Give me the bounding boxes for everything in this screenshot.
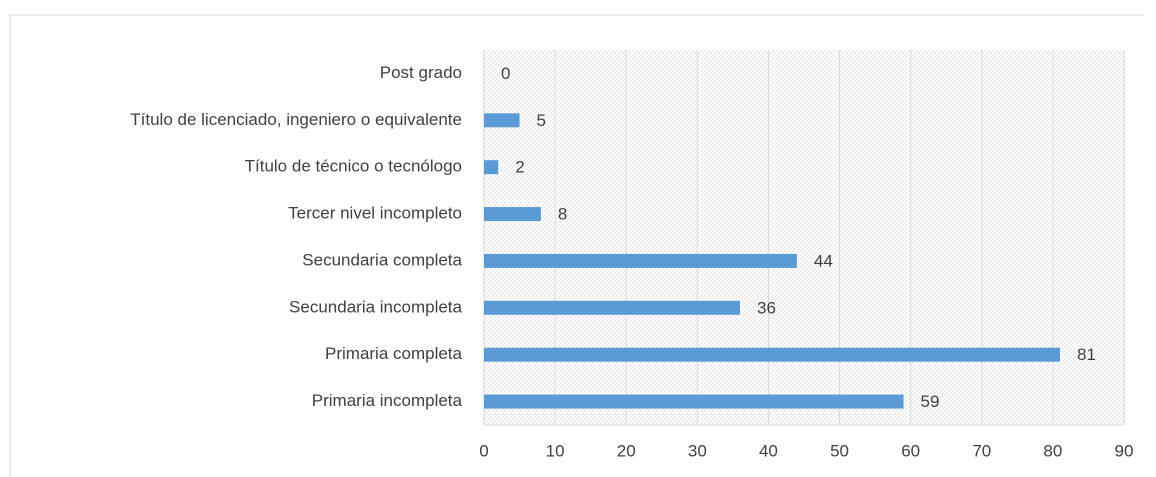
bar — [484, 394, 904, 409]
value-label: 8 — [558, 205, 567, 224]
y-tick-label: Secundaria incompleta — [289, 297, 462, 316]
y-tick-label: Secundaria completa — [302, 250, 462, 269]
bar — [484, 300, 740, 315]
x-tick-label: 0 — [479, 441, 488, 460]
x-tick-label: 40 — [759, 441, 778, 460]
y-tick-label: Primaria incompleta — [312, 391, 463, 410]
plot-area — [484, 50, 1124, 425]
y-tick-label: Título de licenciado, ingeniero o equiva… — [130, 110, 462, 129]
y-tick-label: Post grado — [380, 63, 462, 82]
value-label: 36 — [757, 298, 776, 317]
x-tick-label: 50 — [830, 441, 849, 460]
x-tick-label: 20 — [617, 441, 636, 460]
value-label: 59 — [921, 392, 940, 411]
x-tick-label: 70 — [972, 441, 991, 460]
value-label: 81 — [1077, 345, 1096, 364]
x-tick-label: 90 — [1115, 441, 1134, 460]
value-label: 2 — [515, 158, 524, 177]
value-label: 44 — [814, 251, 833, 270]
bar — [484, 347, 1060, 362]
y-tick-label: Título de técnico o tecnólogo — [245, 157, 462, 176]
chart-frame — [9, 14, 1145, 477]
value-label: 5 — [537, 111, 546, 130]
bar — [484, 113, 520, 128]
bar — [484, 253, 797, 268]
bar — [484, 160, 499, 175]
y-tick-label: Tercer nivel incompleto — [288, 204, 462, 223]
x-tick-label: 60 — [901, 441, 920, 460]
value-label: 0 — [501, 64, 510, 83]
x-tick-label: 10 — [546, 441, 565, 460]
x-tick-label: 30 — [688, 441, 707, 460]
x-tick-label: 80 — [1043, 441, 1062, 460]
y-tick-label: Primaria completa — [325, 344, 463, 363]
bar — [484, 207, 541, 222]
